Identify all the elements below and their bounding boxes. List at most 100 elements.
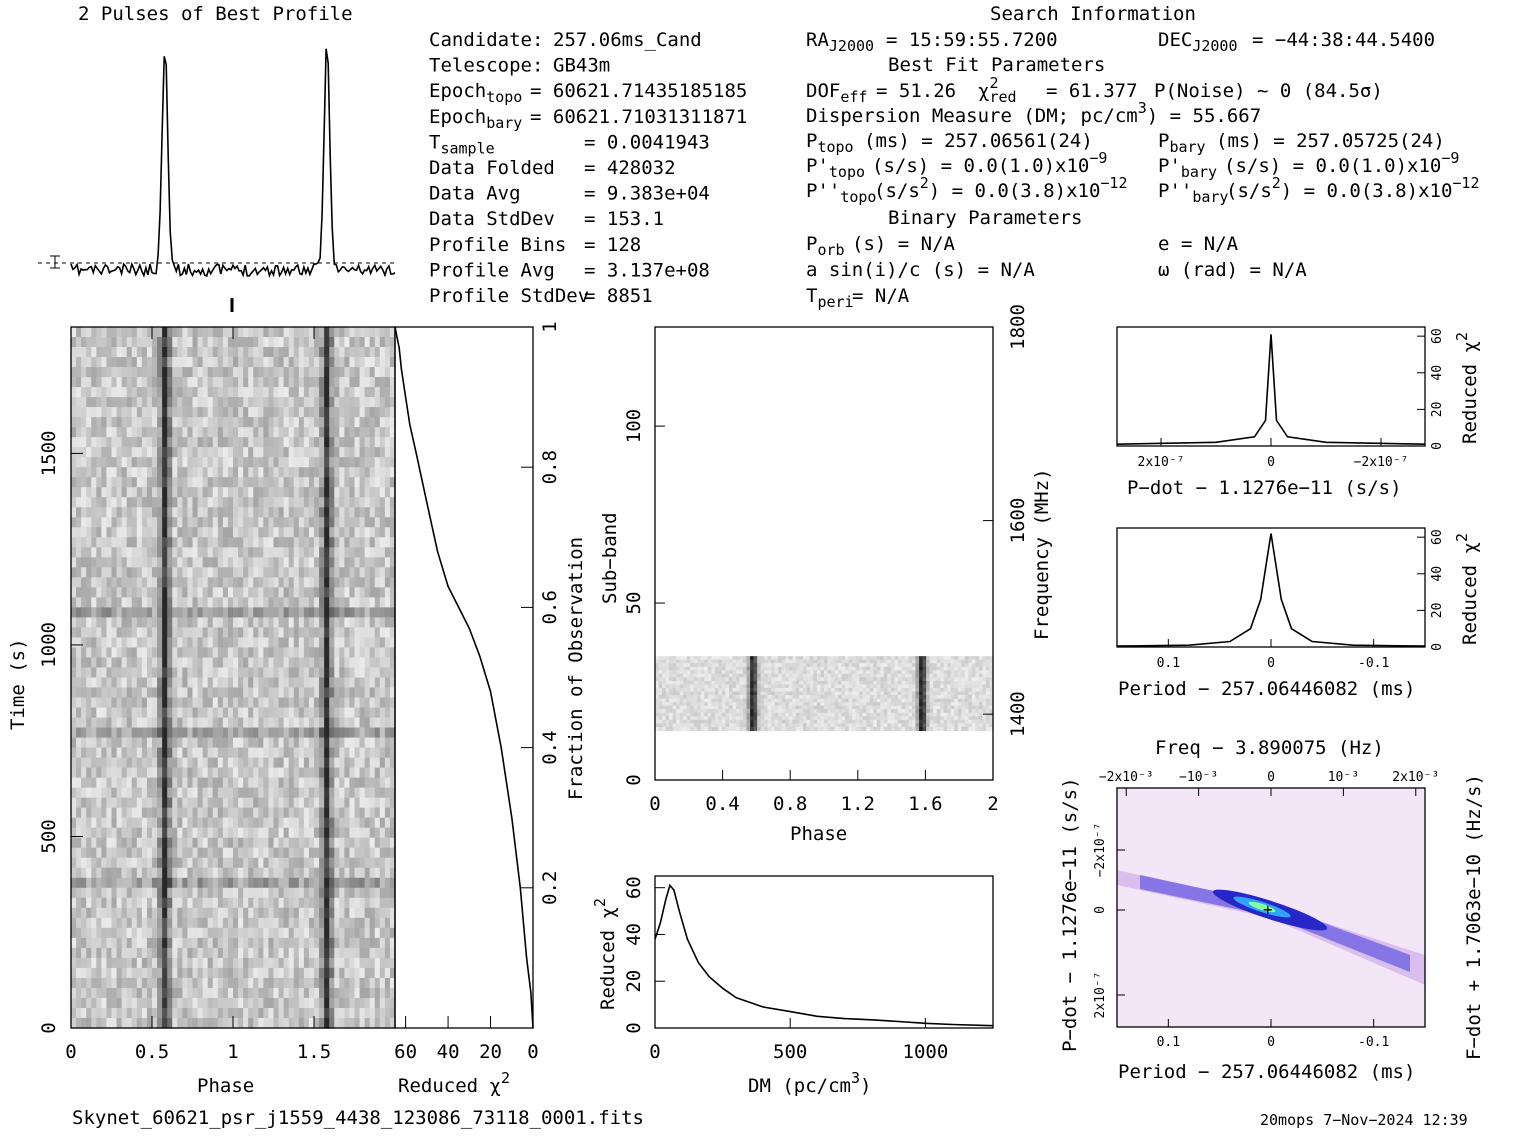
tp-cell (167, 878, 173, 889)
tp-cell (223, 728, 229, 739)
tp-cell (324, 678, 330, 689)
tp-cell (349, 698, 355, 709)
tp-cell (289, 617, 295, 628)
tp-cell (152, 788, 158, 799)
tp-cell (182, 1008, 188, 1019)
tp-cell (253, 587, 259, 598)
tp-cell (380, 808, 386, 819)
tp-cell (223, 627, 229, 638)
tp-cell (142, 718, 148, 729)
tp-cell (279, 988, 285, 999)
tp-cell (284, 347, 290, 358)
tp-cell (208, 918, 214, 929)
tp-cell (284, 417, 290, 428)
tp-cell (81, 637, 87, 648)
tp-cell (76, 778, 82, 789)
tp-cell (375, 337, 381, 348)
sb-cell (676, 663, 680, 667)
tp-cell (279, 457, 285, 468)
tp-cell (289, 547, 295, 558)
tp-cell (81, 978, 87, 989)
tp-cell (309, 918, 315, 929)
tp-cell (253, 948, 259, 959)
tp-cell (355, 738, 361, 749)
tp-cell (208, 778, 214, 789)
tp-cell (238, 808, 244, 819)
tp-cell (117, 678, 123, 689)
tp-cell (319, 427, 325, 438)
tp-cell (157, 718, 163, 729)
tp-cell (167, 647, 173, 658)
tp-cell (76, 908, 82, 919)
tp-cell (157, 878, 163, 889)
tp-cell (147, 908, 153, 919)
tp-cell (339, 417, 345, 428)
sb-cell (863, 660, 867, 664)
tp-cell (274, 657, 280, 668)
info-label: Epochtopo (429, 80, 522, 106)
tp-cell (349, 347, 355, 358)
tp-cell (76, 437, 82, 448)
tp-cell (81, 587, 87, 598)
tp-cell (324, 708, 330, 719)
tp-cell (152, 527, 158, 538)
tp-cell (370, 828, 376, 839)
tp-cell (274, 858, 280, 869)
tp-cell (279, 437, 285, 448)
sb-cell (958, 667, 962, 671)
sb-cell (701, 670, 705, 674)
tp-cell (106, 1008, 112, 1019)
tp-cell (344, 998, 350, 1009)
tp-cell (162, 507, 168, 518)
tp-cell (101, 928, 107, 939)
tp-cell (198, 728, 204, 739)
tp-cell (314, 437, 320, 448)
tp-cell (101, 597, 107, 608)
tp-cell (314, 988, 320, 999)
tp-cell (253, 597, 259, 608)
tp-cell (355, 728, 361, 739)
sb-cell (968, 656, 972, 660)
tp-cell (117, 667, 123, 678)
tp-cell (365, 878, 371, 889)
tp-cell (96, 838, 102, 849)
sb-cell (690, 670, 694, 674)
tp-cell (365, 467, 371, 478)
tp-cell (314, 1018, 320, 1029)
tp-cell (339, 988, 345, 999)
tp-cell (294, 357, 300, 368)
tp-cell (91, 988, 97, 999)
tp-cell (344, 607, 350, 618)
tp-cell (319, 357, 325, 368)
tp-cell (203, 918, 209, 929)
tp-cell (198, 948, 204, 959)
tp-cell (182, 417, 188, 428)
tp-cell (101, 908, 107, 919)
tp-cell (319, 437, 325, 448)
tp-cell (339, 367, 345, 378)
tp-cell (248, 427, 254, 438)
tp-cell (319, 397, 325, 408)
sb-cell (750, 660, 754, 664)
tp-cell (304, 778, 310, 789)
tp-cell (243, 407, 249, 418)
sb-cell (979, 667, 983, 671)
tp-cell (385, 657, 391, 668)
tp-cell (106, 567, 112, 578)
tp-cell (284, 738, 290, 749)
tp-cell (258, 467, 264, 478)
tp-cell (127, 557, 133, 568)
tp-cell (106, 337, 112, 348)
tp-cell (101, 547, 107, 558)
tp-cell (157, 828, 163, 839)
tp-cell (370, 497, 376, 508)
tp-cell (117, 818, 123, 829)
sb-cell (729, 667, 733, 671)
pddbary-label: P''bary (1158, 180, 1228, 206)
tp-cell (349, 728, 355, 739)
tp-cell (203, 988, 209, 999)
tp-cell (380, 698, 386, 709)
tp-cell (370, 978, 376, 989)
tp-cell (208, 347, 214, 358)
tp-cell (299, 587, 305, 598)
